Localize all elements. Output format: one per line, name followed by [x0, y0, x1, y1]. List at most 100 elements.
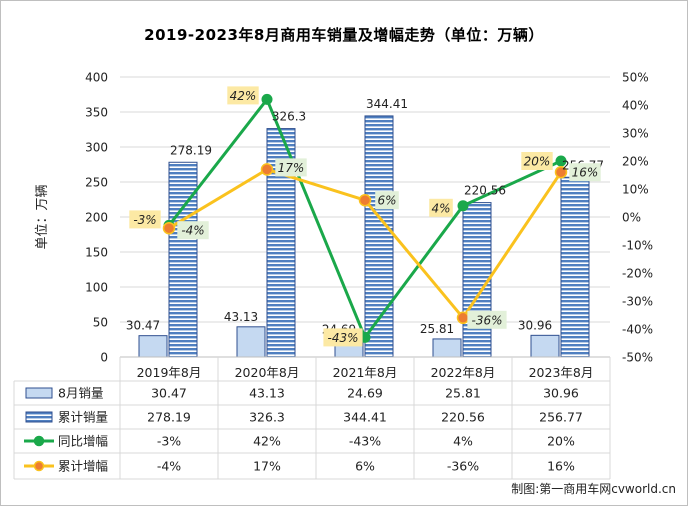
legend-key-marker [33, 460, 45, 472]
y2-tick-label: 50% [622, 71, 649, 85]
bar-label-cumulative: 278.19 [170, 143, 212, 157]
legend-key [25, 387, 53, 399]
x-tick-label: 2023年8月 [529, 365, 594, 380]
label-yoy-growth: 20% [524, 155, 551, 169]
x-tick-label: 2021年8月 [333, 365, 398, 380]
table-cell: 256.77 [539, 410, 583, 425]
y-axis-label: 单位：万辆 [35, 184, 50, 249]
label-yoy-growth-bg [129, 210, 161, 229]
point-yoy-growth [261, 93, 273, 105]
point-cumulative-growth [358, 193, 372, 207]
point-cumulative-growth [554, 165, 568, 179]
y-tick-label: 100 [85, 281, 108, 295]
y2-tick-label: 10% [622, 183, 649, 197]
y2-tick-label: 20% [622, 155, 649, 169]
table-cell: 16% [547, 459, 575, 474]
y2-tick-label: -30% [622, 295, 653, 309]
y2-tick-label: -40% [622, 323, 653, 337]
label-yoy-growth: -3% [133, 213, 156, 227]
y-tick-label: 400 [85, 71, 108, 85]
table-cell: 30.47 [151, 386, 187, 401]
table-cell: 6% [355, 459, 375, 474]
bar-cumulative-sales [462, 202, 492, 358]
table-cell: 25.81 [445, 386, 481, 401]
label-yoy-growth-bg [429, 198, 453, 217]
y2-tick-label: -50% [622, 351, 653, 365]
y2-tick-label: 40% [622, 99, 649, 113]
label-cumulative-growth: -4% [181, 224, 204, 238]
label-cumulative-growth-bg [375, 191, 399, 210]
y2-tick-label: 0% [622, 211, 641, 225]
legend-label: 同比增幅 [58, 434, 108, 449]
point-yoy-growth [457, 200, 469, 212]
bar-monthly-sales [530, 334, 560, 358]
x-tick-label: 2019年8月 [137, 365, 202, 380]
table-cell: -3% [157, 434, 181, 449]
label-cumulative-growth-bg [275, 158, 307, 177]
y-tick-label: 50 [93, 316, 108, 330]
table-cell: 220.56 [441, 410, 485, 425]
table-cell: 20% [547, 434, 575, 449]
label-cumulative-growth: 17% [278, 161, 305, 175]
legend-label: 8月销量 [58, 386, 103, 401]
table-cell: 4% [453, 434, 473, 449]
legend-key [25, 411, 53, 423]
point-cumulative-growth [260, 163, 274, 176]
table-cell: -43% [349, 434, 381, 449]
y-tick-label: 250 [85, 176, 108, 190]
label-yoy-growth-bg [521, 152, 553, 170]
label-yoy-growth: 4% [431, 201, 450, 215]
bar-cumulative-sales [560, 176, 590, 358]
credit-text: 制图:第一商用车网cvworld.cn [511, 482, 676, 496]
label-yoy-growth: -43% [327, 331, 358, 345]
bar-label-cumulative: 344.41 [366, 97, 408, 111]
chart-title: 2019-2023年8月商用车销量及增幅走势（单位：万辆） [144, 26, 544, 44]
y-tick-label: 0 [100, 351, 108, 365]
bar-cumulative-sales [168, 161, 198, 358]
table-cell: 24.69 [347, 386, 383, 401]
label-cumulative-growth-bg [569, 163, 601, 182]
bar-monthly-sales [138, 335, 168, 358]
y-tick-label: 150 [85, 246, 108, 260]
label-cumulative-growth: 16% [572, 166, 599, 180]
y2-tick-label: 30% [622, 127, 649, 141]
y-tick-label: 300 [85, 141, 108, 155]
bar-label-cumulative: 326.3 [272, 110, 306, 124]
label-cumulative-growth: 6% [377, 194, 396, 208]
table-cell: -4% [157, 459, 181, 474]
point-cumulative-growth [456, 311, 470, 325]
bar-label-monthly: 30.96 [518, 318, 552, 332]
y-tick-label: 200 [85, 211, 108, 225]
y-tick-label: 350 [85, 106, 108, 120]
y2-tick-label: -20% [622, 267, 653, 281]
label-yoy-growth: 42% [230, 89, 257, 103]
table-cell: 17% [253, 459, 281, 474]
x-tick-label: 2020年8月 [235, 365, 300, 380]
label-cumulative-growth-bg [177, 221, 209, 240]
label-yoy-growth-bg [323, 328, 363, 347]
table-cell: 326.3 [249, 410, 285, 425]
label-cumulative-growth: -36% [471, 313, 502, 327]
bar-label-monthly: 43.13 [224, 310, 258, 324]
y2-tick-label: -10% [622, 239, 653, 253]
legend-label: 累计销量 [58, 410, 108, 425]
table-cell: 42% [253, 434, 281, 449]
legend-key-marker [33, 435, 45, 447]
x-tick-label: 2022年8月 [431, 365, 496, 380]
bar-label-cumulative: 220.56 [464, 184, 506, 198]
legend-label: 累计增幅 [58, 459, 108, 474]
label-yoy-growth-bg [227, 86, 259, 105]
bar-label-monthly: 30.47 [126, 319, 160, 333]
table-cell: -36% [447, 459, 479, 474]
point-cumulative-growth [162, 221, 176, 235]
bar-label-monthly: 25.81 [420, 322, 454, 336]
point-yoy-growth [555, 155, 567, 167]
table-cell: 344.41 [343, 410, 387, 425]
table-cell: 278.19 [147, 410, 191, 425]
bar-monthly-sales [432, 338, 462, 358]
table-cell: 43.13 [249, 386, 285, 401]
bar-monthly-sales [236, 326, 266, 358]
table-cell: 30.96 [543, 386, 579, 401]
label-cumulative-growth-bg [467, 310, 507, 329]
